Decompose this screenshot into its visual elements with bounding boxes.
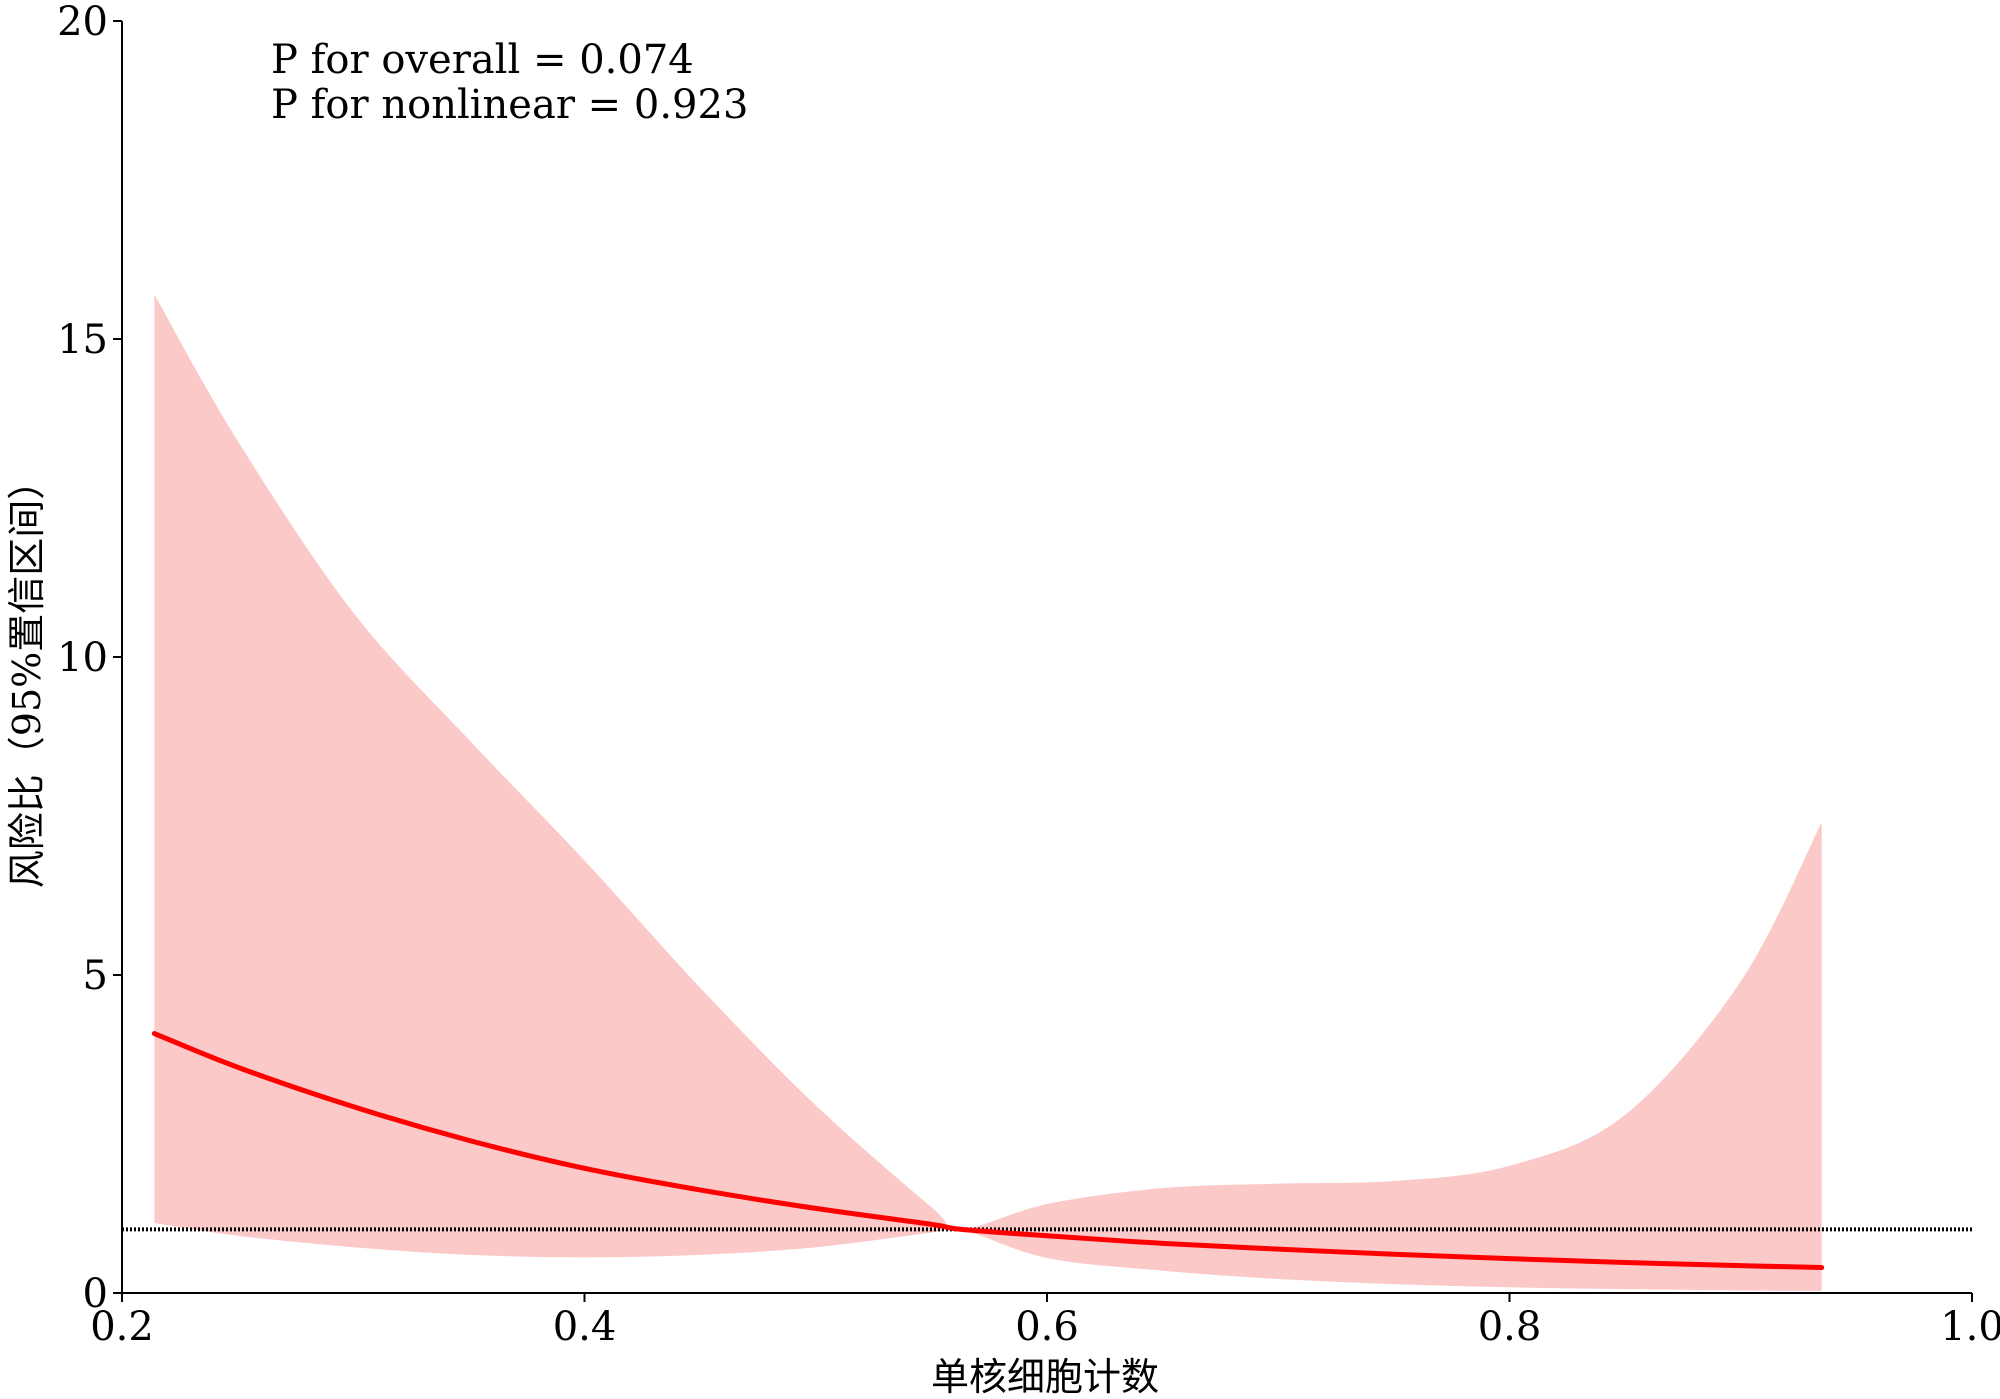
x-tick-label: 0.4 xyxy=(553,1304,617,1350)
y-tick-label: 15 xyxy=(57,317,108,363)
y-tick-label: 0 xyxy=(83,1271,108,1317)
y-tick-label: 10 xyxy=(57,635,108,681)
x-tick-label: 0.2 xyxy=(90,1304,154,1350)
y-tick-label: 5 xyxy=(83,953,108,999)
hazard-curve-layer xyxy=(151,1031,1825,1271)
x-axis-label: 单核细胞计数 xyxy=(931,1355,1159,1399)
ticks-layer: 0.2 0.4 0.6 0.8 1.0 0 5 10 15 20 xyxy=(57,0,2000,1350)
confidence-band xyxy=(154,294,1822,1292)
x-tick-label: 0.8 xyxy=(1478,1304,1542,1350)
hazard-curve xyxy=(151,1031,1825,1271)
annotation-p-overall: P for overall = 0.074 xyxy=(271,37,694,83)
y-axis-label: 风险比（95%置信区间） xyxy=(5,462,49,888)
confidence-band-layer xyxy=(154,294,1822,1292)
y-tick-label: 20 xyxy=(57,0,108,45)
x-tick-label: 1.0 xyxy=(1940,1304,2000,1350)
x-tick-label: 0.6 xyxy=(1015,1304,1079,1350)
annotation-p-nonlinear: P for nonlinear = 0.923 xyxy=(271,82,748,128)
labels-layer: P for overall = 0.074 P for nonlinear = … xyxy=(5,37,1159,1399)
